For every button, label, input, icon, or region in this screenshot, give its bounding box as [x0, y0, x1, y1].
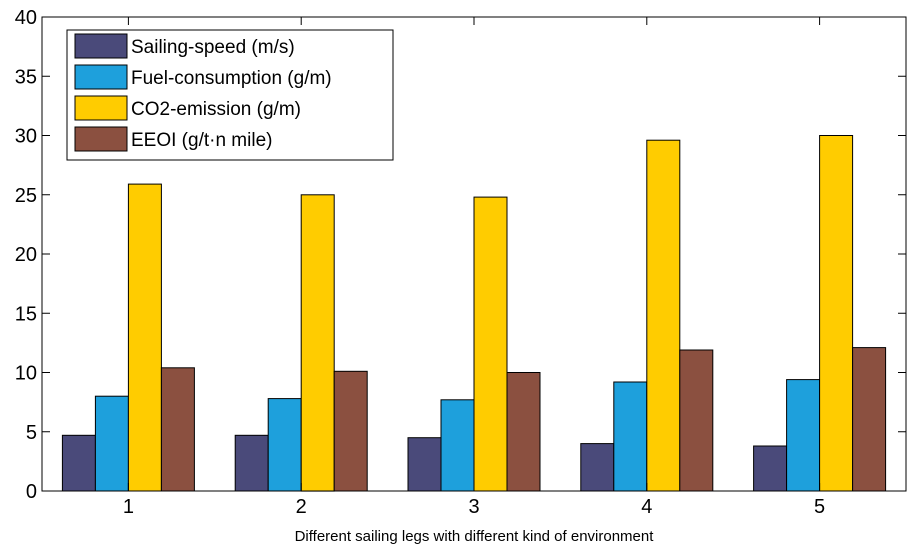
- bar-series-3-cat-2: [300, 194, 335, 492]
- bar-series-4-cat-4: [679, 349, 714, 492]
- y-tick-label: 5: [26, 422, 37, 444]
- bar-series-2-cat-4: [613, 381, 648, 492]
- legend-label: Sailing-speed (m/s): [131, 37, 295, 58]
- bar-series-3-cat-4: [646, 139, 681, 492]
- bar-series-1-cat-5: [753, 445, 788, 492]
- x-tick-label: 3: [468, 496, 479, 518]
- bar-series-1-cat-4: [580, 443, 615, 492]
- x-tick-label: 1: [123, 496, 134, 518]
- y-axis: 0 5 10 15 20 25 30 35 40: [15, 7, 906, 503]
- y-tick-label: 35: [15, 66, 37, 88]
- x-axis-label: Different sailing legs with different ki…: [295, 528, 655, 545]
- y-tick-label: 20: [15, 244, 37, 266]
- legend-label: CO2-emission (g/m): [131, 99, 301, 120]
- y-tick-label: 40: [15, 7, 37, 29]
- bar-series-4-cat-3: [506, 372, 541, 492]
- legend: Sailing-speed (m/s) Fuel-consumption (g/m…: [66, 29, 394, 161]
- y-tick-label: 10: [15, 363, 37, 385]
- y-tick-label: 30: [15, 126, 37, 148]
- legend-swatch: [74, 33, 128, 59]
- x-tick-label: 2: [296, 496, 307, 518]
- bar-series-2-cat-2: [267, 398, 302, 492]
- bar-series-4-cat-2: [333, 370, 368, 492]
- bar-series-3-cat-3: [473, 196, 508, 492]
- bar-series-2-cat-5: [786, 379, 821, 492]
- bar-series-3-cat-5: [819, 135, 854, 492]
- legend-label: EEOI (g/t·n mile): [131, 130, 272, 151]
- bar-series-3-cat-1: [127, 183, 162, 492]
- x-tick-label: 5: [814, 496, 825, 518]
- x-axis: 1 2 3 4 5: [123, 17, 825, 518]
- bar-series-2-cat-1: [94, 395, 129, 492]
- y-tick-label: 0: [26, 481, 37, 503]
- legend-swatch: [74, 64, 128, 90]
- legend-swatch: [74, 95, 128, 121]
- bar-series-2-cat-3: [440, 399, 475, 492]
- legend-label: Fuel-consumption (g/m): [131, 68, 332, 89]
- x-tick-label: 4: [641, 496, 652, 518]
- y-tick-label: 15: [15, 303, 37, 325]
- legend-swatch: [74, 126, 128, 152]
- bar-series-1-cat-2: [234, 434, 269, 492]
- bar-series-4-cat-5: [852, 347, 887, 492]
- y-tick-label: 25: [15, 185, 37, 207]
- bars-layer: [61, 135, 887, 492]
- bar-series-4-cat-1: [160, 367, 195, 492]
- bar-series-1-cat-3: [407, 437, 442, 492]
- bar-series-1-cat-1: [61, 434, 96, 492]
